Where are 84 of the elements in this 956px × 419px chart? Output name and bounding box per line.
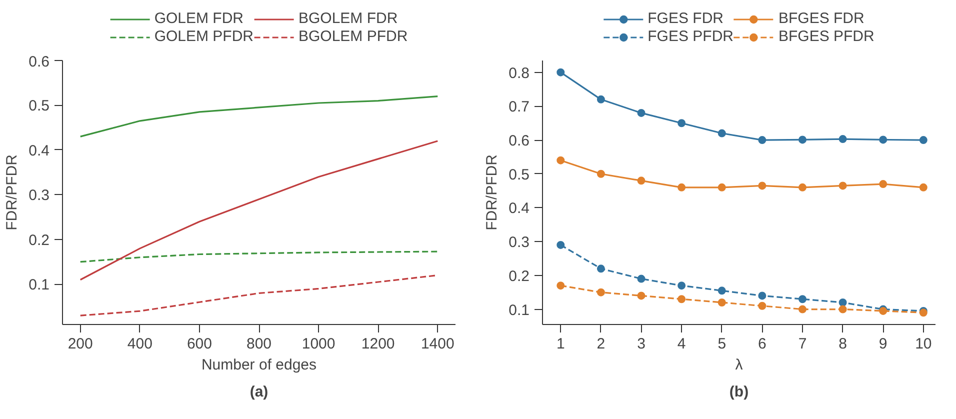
legend-label: FGES PFDR xyxy=(648,28,734,46)
point xyxy=(637,274,646,283)
legend-label: GOLEM PFDR xyxy=(154,28,254,46)
y-tick-label: 0.1 xyxy=(28,276,50,294)
text: (b) xyxy=(729,384,749,400)
y-tick-label: 0.8 xyxy=(508,64,530,82)
point xyxy=(718,129,726,138)
point xyxy=(718,286,726,295)
point xyxy=(758,182,766,190)
x-tick-label: 6 xyxy=(758,336,766,352)
point xyxy=(637,292,646,300)
point xyxy=(838,135,847,144)
x-tick-label: 1200 xyxy=(361,336,395,352)
y-tick-label: 0.7 xyxy=(508,98,530,116)
x-tick-label: 600 xyxy=(186,336,212,352)
legend-label: GOLEM FDR xyxy=(154,10,244,28)
point xyxy=(838,305,847,314)
x-tick-label: 9 xyxy=(878,336,888,352)
x-tick-label: 10 xyxy=(915,336,932,352)
x-tick-label: 1400 xyxy=(420,336,454,352)
x-axis-title: Number of edges xyxy=(201,356,317,374)
point xyxy=(919,136,928,144)
point xyxy=(678,119,686,128)
point xyxy=(596,95,605,104)
point xyxy=(879,136,888,144)
point xyxy=(678,295,686,304)
point xyxy=(718,183,726,192)
point xyxy=(758,136,766,144)
y-axis-title: FDR/PFDR xyxy=(484,154,501,230)
x-tick-label: 2 xyxy=(596,336,606,352)
point xyxy=(919,183,928,192)
point xyxy=(798,136,806,144)
y-tick-label: 0.4 xyxy=(28,142,50,160)
legend-label: BGOLEM PFDR xyxy=(298,28,408,46)
point xyxy=(758,292,766,300)
x-tick-label: 8 xyxy=(838,336,847,352)
point xyxy=(879,180,888,188)
line-series xyxy=(80,250,438,263)
y-tick-label: 0.3 xyxy=(28,187,50,204)
x-tick-label: 7 xyxy=(798,336,807,352)
legend-label: FGES FDR xyxy=(648,10,724,28)
x-tick-label: 400 xyxy=(127,336,152,352)
point xyxy=(556,282,565,290)
legend-label: BFGES PFDR xyxy=(778,28,874,46)
point xyxy=(838,298,847,306)
x-tick-label: 1 xyxy=(556,336,565,352)
text: (a) xyxy=(250,384,268,400)
point xyxy=(758,302,766,310)
point xyxy=(798,305,806,314)
y-tick-label: 0.3 xyxy=(508,234,530,252)
point xyxy=(556,240,565,249)
point xyxy=(596,264,605,273)
x-tick-label: 800 xyxy=(246,336,272,352)
point xyxy=(798,295,806,304)
legend-label: BGOLEM FDR xyxy=(298,10,398,28)
x-tick-label: 1000 xyxy=(302,336,336,352)
point xyxy=(556,156,565,164)
y-tick-label: 0.6 xyxy=(28,54,50,70)
y-tick-label: 0.2 xyxy=(28,232,50,249)
line-series xyxy=(80,140,438,281)
point xyxy=(596,170,605,178)
point xyxy=(678,183,686,192)
x-tick-label: 200 xyxy=(68,336,93,352)
point xyxy=(556,68,565,76)
x-tick-label: 4 xyxy=(677,336,686,352)
x-axis-title: λ xyxy=(735,356,744,374)
y-tick-label: 0.1 xyxy=(508,302,530,319)
y-tick-label: 0.4 xyxy=(508,200,530,218)
point xyxy=(637,176,646,185)
point xyxy=(838,182,847,190)
y-tick-label: 0.5 xyxy=(508,166,530,184)
point xyxy=(718,298,726,306)
line-series xyxy=(80,95,438,138)
point xyxy=(637,108,646,117)
y-tick-label: 0.6 xyxy=(508,132,530,150)
point xyxy=(596,288,605,296)
x-tick-label: 3 xyxy=(637,336,646,352)
y-tick-label: 0.2 xyxy=(508,268,530,285)
y-tick-label: 0.5 xyxy=(28,98,50,115)
point xyxy=(678,282,686,290)
x-tick-label: 5 xyxy=(718,336,726,352)
legend-label: BFGES FDR xyxy=(778,10,864,28)
point xyxy=(798,183,806,192)
y-axis-title: FDR/PFDR xyxy=(4,154,21,230)
